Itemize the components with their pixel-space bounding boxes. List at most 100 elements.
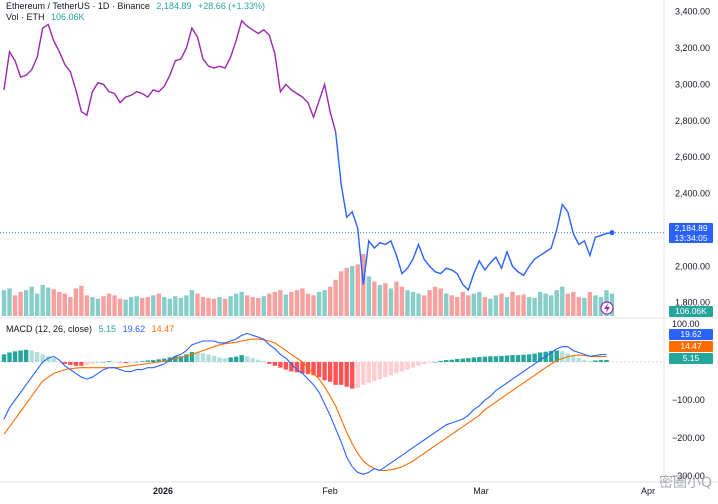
macd-histogram-bar <box>521 354 526 362</box>
macd-histogram-bar <box>394 361 399 374</box>
price-badge-countdown: 13:34:05 <box>674 233 708 243</box>
volume-bar <box>388 288 394 316</box>
volume-bar <box>377 285 383 316</box>
macd-histogram-bar <box>311 361 316 376</box>
volume-bar <box>84 295 90 316</box>
signal-line <box>3 338 607 472</box>
volume-bar <box>355 264 360 316</box>
volume-bar <box>79 285 84 316</box>
macd-axis-tick-label: −100.00 <box>672 395 705 405</box>
macd-histogram-bar <box>477 357 482 362</box>
symbol-title[interactable]: Ethereum / TetherUS · 1D · Binance <box>6 1 150 11</box>
volume-bar <box>350 266 355 316</box>
macd-histogram-bar <box>123 361 128 364</box>
macd-histogram-bar <box>283 361 289 370</box>
volume-bar <box>90 297 95 316</box>
macd-histogram-bar <box>1 354 7 362</box>
watermark-text: 密圈小Q <box>658 475 712 491</box>
volume-bar <box>366 276 372 316</box>
volume-bar <box>73 288 79 316</box>
signal-badge: 14.47 <box>669 341 713 352</box>
macd-histogram-bar <box>261 361 266 362</box>
volume-bar <box>466 295 471 316</box>
volume-bar <box>416 293 421 316</box>
macd-histogram-bar <box>151 360 156 362</box>
macd-histogram-bar <box>195 352 200 362</box>
macd-histogram-bar <box>604 360 609 362</box>
volume-bar <box>112 295 117 316</box>
volume-legend-value: 106.06K <box>51 12 85 22</box>
macd-histogram-bar <box>471 357 477 362</box>
macd-histogram-bar <box>222 358 228 362</box>
volume-bar <box>106 293 112 316</box>
volume-legend-label[interactable]: Vol · ETH <box>6 12 45 22</box>
macd-histogram-bar <box>493 356 499 362</box>
volume-bar <box>311 295 316 316</box>
volume-bar <box>427 290 432 316</box>
volume-bar <box>593 295 598 316</box>
macd-histogram-bar <box>7 352 12 362</box>
macd-histogram-bar <box>206 354 211 362</box>
volume-bar <box>95 298 101 316</box>
volume-bar <box>62 293 68 316</box>
macd-histogram-bar <box>421 361 427 365</box>
price-line-purple <box>3 19 337 132</box>
macd-histogram-bar <box>532 353 537 362</box>
volume-bar <box>139 297 145 316</box>
macd-histogram-bar <box>510 355 515 362</box>
macd-histogram-bar <box>582 360 587 362</box>
volume-bar <box>101 296 106 316</box>
volume-bar <box>222 298 228 316</box>
price-axis-tick-label: 3,000.00 <box>675 79 710 89</box>
macd-histogram-bar <box>565 353 570 362</box>
volume-bar <box>184 295 189 316</box>
volume-bar <box>18 291 23 316</box>
price-axis-tick-label: 2,400.00 <box>675 189 710 199</box>
lightning-icon <box>600 301 614 315</box>
volume-bar <box>23 290 29 316</box>
volume-bar <box>543 293 548 316</box>
volume-bar <box>278 290 283 316</box>
volume-bar <box>560 286 565 316</box>
macd-legend-macd: 19.62 <box>122 324 146 334</box>
macd-histogram-bar <box>101 361 106 363</box>
macd-histogram-bar <box>272 361 278 366</box>
macd-axis-tick-label: −300.00 <box>672 471 705 481</box>
macd-histogram-bar <box>106 361 112 362</box>
volume-bar <box>587 291 593 316</box>
macd-histogram-bar <box>117 361 123 363</box>
macd-histogram-bar <box>405 361 410 370</box>
volume-bar <box>189 290 195 316</box>
macd-axis-tick-label: −200.00 <box>672 433 705 443</box>
macd-histogram-bar <box>388 361 394 376</box>
volume-bar <box>316 291 322 316</box>
volume-bar <box>145 297 150 316</box>
macd-histogram-bar <box>598 360 604 362</box>
macd-histogram-bar <box>40 354 45 362</box>
volume-bar <box>327 286 333 316</box>
volume-bar <box>449 295 454 316</box>
macd-histogram-bar <box>46 356 51 362</box>
time-axis-label: 2026 <box>153 486 173 496</box>
volume-bar <box>261 296 266 316</box>
macd-histogram-bar <box>576 358 582 362</box>
macd-histogram-bar <box>68 361 73 366</box>
macd-histogram-bar <box>79 361 84 366</box>
macd-histogram-bar <box>526 354 532 362</box>
volume-bar <box>57 291 62 316</box>
macd-histogram-bar <box>410 361 416 368</box>
macd-histogram-bar <box>560 351 565 362</box>
volume-bar <box>460 291 465 316</box>
macd-histogram-bar <box>377 361 383 380</box>
macd-legend-label[interactable]: MACD (12, 26, close) <box>6 324 93 334</box>
macd-histogram-bar <box>211 355 217 362</box>
volume-bar <box>576 297 582 316</box>
volume-bar <box>554 290 559 316</box>
macd-histogram-bar <box>350 361 355 389</box>
time-axis-label: Apr <box>641 486 655 496</box>
macd-histogram-bar <box>548 350 554 362</box>
macd-histogram-bar <box>449 359 454 362</box>
macd-histogram-bar <box>504 355 510 362</box>
macd-histogram-bar <box>338 361 344 385</box>
volume-bar <box>515 295 521 316</box>
